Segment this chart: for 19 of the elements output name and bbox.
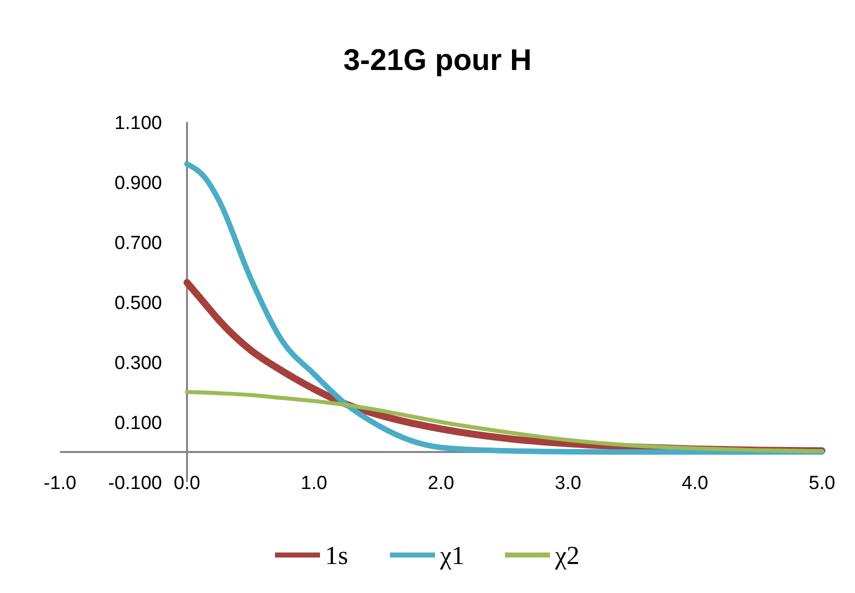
x-tick-label: 2.0 <box>428 473 454 494</box>
x-tick-label: 4.0 <box>682 473 708 494</box>
y-tick-label: 0.500 <box>114 293 162 314</box>
line-series <box>185 390 824 454</box>
y-tick-label: 0.700 <box>114 233 162 254</box>
y-tick-label: -0.100 <box>108 473 162 494</box>
x-tick-label: 0.0 <box>174 473 200 494</box>
x-tick-label: 1.0 <box>300 473 328 494</box>
legend-label: 1s <box>325 541 348 570</box>
legend-label: χ2 <box>554 541 580 570</box>
x-tick-label: 5.0 <box>808 473 836 494</box>
chart-title: 3-21G pour H <box>343 44 532 77</box>
x-tick-label: 3.0 <box>554 473 582 494</box>
y-tick-label: 0.300 <box>114 353 162 374</box>
x-tick-label: -1.0 <box>44 473 76 494</box>
y-tick-label: 0.100 <box>114 413 162 434</box>
y-tick-label: 0.900 <box>114 173 162 194</box>
y-tick-label: 1.100 <box>114 113 162 134</box>
legend-label: χ1 <box>439 541 465 570</box>
